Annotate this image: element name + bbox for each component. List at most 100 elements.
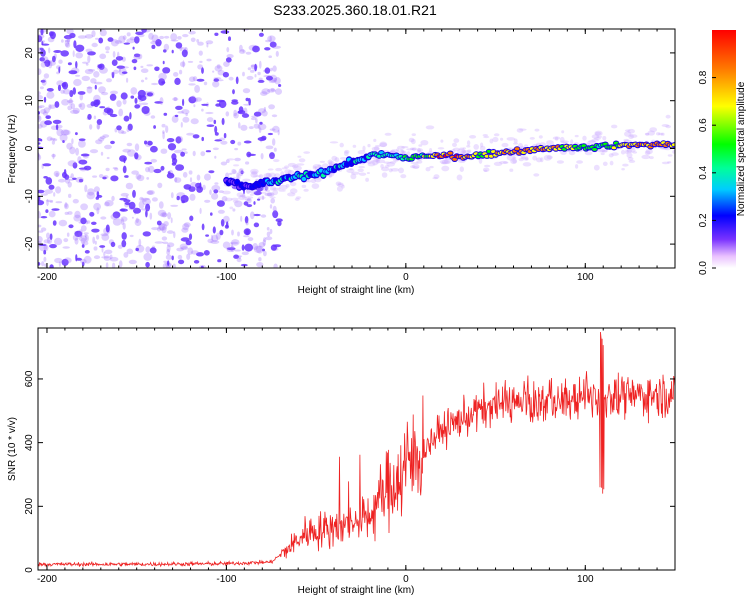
- noise-blob: [75, 254, 78, 262]
- noise-blob: [214, 182, 219, 185]
- ridge-halo-blob: [401, 146, 409, 149]
- ridge-halo-blob: [327, 159, 333, 165]
- ridge-halo-blob: [506, 137, 516, 141]
- ridge-core-blob: [592, 147, 597, 151]
- noise-blob: [131, 59, 138, 64]
- noise-blob: [211, 234, 219, 243]
- ridge-halo-blob: [624, 149, 629, 155]
- noise-blob: [234, 157, 241, 162]
- noise-blob: [182, 223, 190, 231]
- noise-blob: [221, 117, 225, 126]
- noise-blob: [206, 117, 214, 123]
- noise-blob: [273, 263, 278, 268]
- ridge-halo-blob: [591, 138, 600, 142]
- noise-blob: [225, 111, 230, 117]
- noise-blob: [104, 201, 110, 207]
- noise-blob: [80, 153, 90, 157]
- noise-blob: [214, 65, 223, 72]
- noise-blob: [99, 245, 106, 248]
- ridge-halo-blob: [284, 169, 292, 175]
- noise-blob: [38, 200, 45, 206]
- noise-blob: [213, 77, 222, 80]
- noise-blob: [252, 243, 258, 250]
- ridge-halo-blob: [473, 144, 480, 150]
- ridge-halo-blob: [626, 149, 633, 154]
- noise-blob: [111, 71, 115, 79]
- noise-blob: [163, 35, 170, 39]
- noise-blob: [247, 153, 257, 156]
- noise-blob: [49, 137, 56, 141]
- noise-blob: [172, 157, 178, 165]
- noise-blob: [73, 40, 77, 49]
- noise-blob: [236, 257, 242, 263]
- noise-blob: [196, 39, 200, 43]
- ridge-halo-blob: [389, 161, 397, 164]
- ridge-halo-blob: [321, 163, 329, 169]
- noise-blob: [212, 80, 220, 88]
- figure-title: S233.2025.360.18.01.R21: [273, 2, 437, 18]
- ridge-halo-blob: [416, 147, 421, 154]
- noise-blob: [161, 236, 168, 241]
- x-tick-label: -200: [37, 574, 57, 585]
- noise-blob: [189, 76, 196, 82]
- noise-blob: [75, 44, 85, 52]
- noise-blob: [48, 210, 56, 218]
- ridge-halo-blob: [298, 158, 306, 163]
- noise-blob: [110, 39, 119, 47]
- noise-blob: [75, 132, 78, 136]
- noise-blob: [189, 177, 193, 183]
- ridge-halo-blob: [367, 143, 371, 148]
- ridge-halo-blob: [500, 137, 504, 141]
- noise-blob: [245, 161, 250, 165]
- ridge-core-blob: [447, 151, 453, 155]
- noise-blob: [69, 90, 74, 98]
- noise-blob: [140, 208, 150, 211]
- noise-blob: [258, 242, 266, 248]
- noise-blob: [45, 209, 49, 214]
- noise-blob: [128, 201, 136, 210]
- ridge-halo-blob: [357, 150, 366, 155]
- noise-blob: [95, 196, 100, 200]
- noise-blob: [210, 212, 213, 216]
- noise-blob: [84, 234, 89, 243]
- noise-blob: [243, 140, 252, 144]
- noise-blob: [269, 35, 272, 43]
- noise-blob: [245, 51, 252, 55]
- ridge-halo-blob: [349, 168, 354, 171]
- noise-blob: [262, 248, 265, 252]
- noise-blob: [174, 176, 178, 183]
- noise-blob: [48, 184, 55, 190]
- noise-blob: [201, 108, 204, 112]
- noise-blob: [158, 201, 164, 209]
- noise-blob: [92, 236, 96, 244]
- noise-blob: [74, 237, 79, 245]
- noise-blob: [40, 29, 44, 36]
- ridge-halo-blob: [375, 159, 380, 164]
- noise-blob: [272, 78, 278, 82]
- noise-blob: [67, 62, 72, 66]
- noise-blob: [204, 199, 211, 203]
- noise-blob: [257, 79, 265, 83]
- noise-blob: [39, 57, 45, 62]
- noise-blob: [270, 87, 275, 92]
- noise-blob: [212, 147, 219, 151]
- ridge-halo-blob: [461, 149, 466, 155]
- noise-blob: [212, 226, 216, 234]
- ridge-halo-blob: [534, 128, 540, 132]
- noise-blob: [154, 241, 164, 244]
- noise-blob: [120, 218, 125, 226]
- ridge-halo-blob: [459, 147, 464, 150]
- noise-blob: [48, 104, 52, 110]
- noise-blob: [58, 66, 61, 74]
- noise-blob: [82, 241, 89, 246]
- noise-blob: [166, 265, 170, 268]
- noise-blob: [181, 49, 188, 58]
- noise-blob: [51, 140, 56, 145]
- noise-blob: [240, 170, 244, 175]
- ridge-halo-blob: [584, 151, 593, 156]
- noise-blob: [255, 118, 258, 124]
- noise-blob: [45, 115, 51, 119]
- ridge-halo-blob: [367, 160, 373, 165]
- noise-blob: [230, 139, 236, 145]
- noise-blob: [52, 119, 62, 124]
